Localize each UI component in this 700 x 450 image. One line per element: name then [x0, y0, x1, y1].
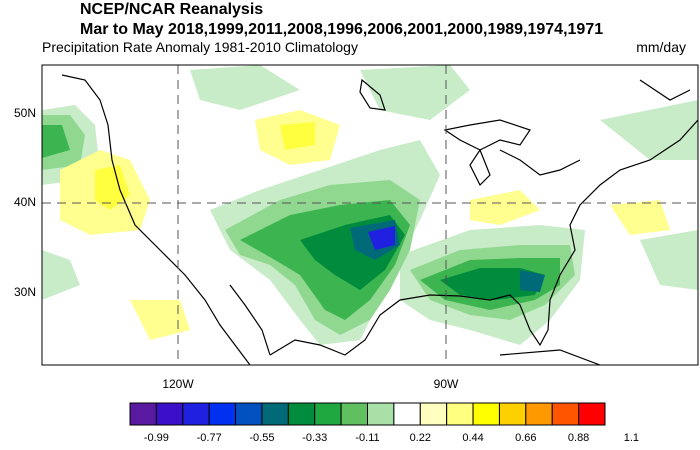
colorbar-box [393, 402, 421, 426]
colorbar-box [367, 402, 395, 426]
colorbar-label: 0.88 [568, 432, 589, 444]
lat-label: 50N [14, 106, 36, 120]
colorbar-label: -0.99 [144, 432, 169, 444]
colorbar-box [287, 402, 316, 426]
colorbar-label: 0.22 [410, 432, 431, 444]
map-field [42, 65, 698, 365]
colorbar-label: 1.1 [624, 432, 639, 444]
colorbar: -0.99 -0.77 -0.55 -0.33 -0.11 0.22 0.44 0.66 0.8… [129, 402, 639, 444]
colorbar-box [129, 402, 157, 426]
lon-label: 90W [434, 377, 459, 391]
colorbar-box [182, 402, 210, 426]
map-frame [41, 64, 699, 366]
colorbar-label: 0.44 [462, 432, 483, 444]
colorbar-box [261, 402, 289, 426]
colorbar-box [446, 402, 474, 426]
lon-label: 120W [162, 377, 194, 391]
colorbar-box [155, 402, 184, 426]
lat-label: 30N [14, 285, 36, 299]
left-label: Precipitation Rate Anomaly 1981-2010 Cli… [42, 39, 358, 55]
colorbar-box [208, 402, 237, 426]
colorbar-label: -0.11 [355, 432, 379, 444]
colorbar-box [551, 402, 580, 426]
colorbar-label: -0.77 [197, 432, 222, 444]
colorbar-box [472, 402, 500, 426]
colorbar-label: 0.66 [515, 432, 536, 444]
colorbar-box [314, 402, 342, 426]
colorbar-box [235, 402, 263, 426]
lat-label: 40N [14, 195, 36, 209]
colorbar-box [419, 402, 448, 426]
colorbar-box [340, 402, 369, 426]
colorbar-label: -0.33 [302, 432, 327, 444]
colorbar-label: -0.55 [249, 432, 274, 444]
colorbar-box [525, 402, 553, 426]
title: NCEP/NCAR Reanalysis [80, 1, 263, 18]
subtitle: Mar to May 2018,1999,2011,2008,1996,2006… [80, 21, 603, 38]
colorbar-box [578, 402, 606, 426]
units: mm/day [636, 39, 686, 55]
colorbar-box [498, 402, 527, 426]
